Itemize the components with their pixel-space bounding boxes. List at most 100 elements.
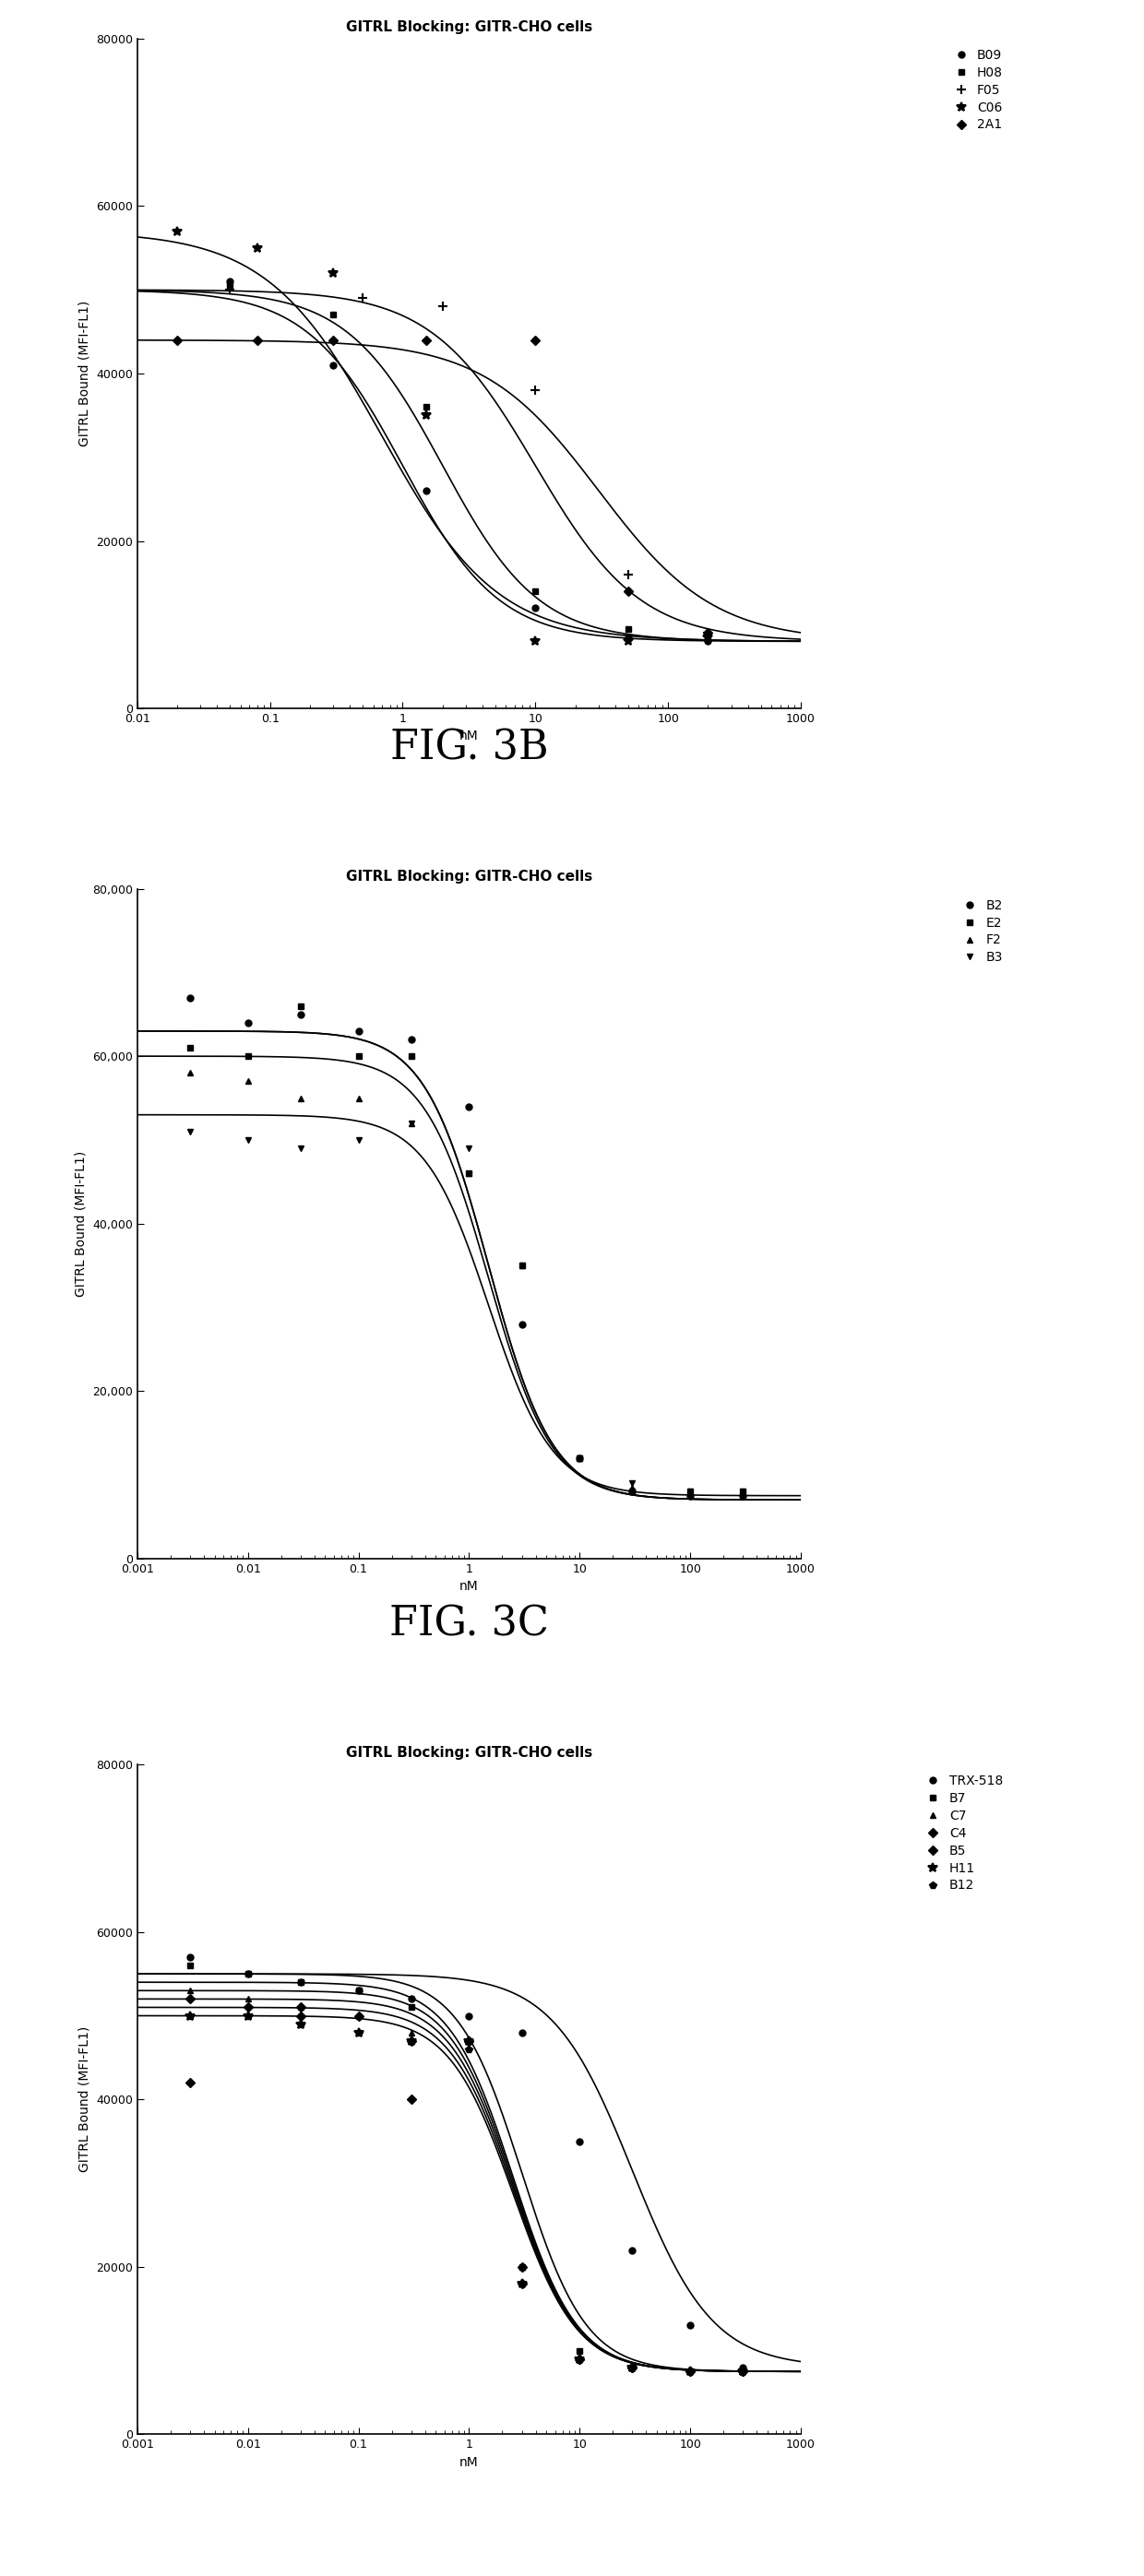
B7 (736, 2357, 749, 2388)
E2 (351, 1041, 365, 1072)
Line: C06: C06 (173, 227, 713, 647)
H11 (515, 2267, 529, 2298)
F2 (462, 1157, 476, 1188)
TRX-518 (626, 2233, 639, 2267)
B12 (462, 2035, 476, 2066)
Line: B5: B5 (186, 2004, 746, 2375)
B3 (241, 1123, 255, 1154)
F05 (223, 273, 237, 304)
B2 (462, 1092, 476, 1123)
C7 (462, 2025, 476, 2056)
Text: FIG. 3C: FIG. 3C (389, 1605, 549, 1643)
B12 (351, 2017, 365, 2048)
Legend: B2, E2, F2, B3: B2, E2, F2, B3 (956, 894, 1007, 969)
Line: F2: F2 (186, 1069, 746, 1494)
C4 (462, 2025, 476, 2056)
H08 (326, 299, 340, 330)
F2 (515, 1249, 529, 1280)
B12 (183, 1999, 197, 2030)
F2 (736, 1476, 749, 1507)
F2 (241, 1066, 255, 1097)
H11 (573, 2344, 587, 2375)
TRX-518 (573, 2125, 587, 2156)
F2 (351, 1082, 365, 1113)
B5 (683, 2357, 697, 2388)
E2 (573, 1443, 587, 1473)
Title: GITRL Blocking: GITR-CHO cells: GITRL Blocking: GITR-CHO cells (345, 871, 593, 884)
Line: H08: H08 (227, 283, 712, 641)
TRX-518 (241, 1958, 255, 1989)
Line: C7: C7 (186, 1989, 746, 2375)
B2 (404, 1023, 418, 1056)
Line: B7: B7 (186, 1963, 746, 2375)
C06 (529, 626, 542, 657)
Line: 2A1: 2A1 (174, 337, 712, 636)
B09 (419, 474, 432, 505)
C06 (251, 232, 264, 263)
Y-axis label: GITRL Bound (MFI-FL1): GITRL Bound (MFI-FL1) (78, 2027, 90, 2172)
C7 (573, 2344, 587, 2375)
B7 (626, 2352, 639, 2383)
C06 (326, 258, 340, 289)
B5 (404, 2084, 418, 2115)
F2 (183, 1056, 197, 1087)
E2 (515, 1249, 529, 1280)
B3 (183, 1115, 197, 1146)
B2 (183, 981, 197, 1012)
B09 (529, 592, 542, 623)
H08 (419, 392, 432, 422)
B3 (573, 1443, 587, 1473)
H11 (294, 2009, 308, 2040)
B5 (294, 1991, 308, 2022)
B7 (515, 2251, 529, 2282)
B3 (515, 1249, 529, 1280)
B5 (736, 2357, 749, 2388)
2A1 (170, 325, 184, 355)
Text: FIG. 3B: FIG. 3B (390, 729, 548, 768)
F05 (436, 291, 450, 322)
2A1 (621, 574, 635, 605)
H08 (621, 613, 635, 644)
2A1 (326, 325, 340, 355)
F05 (621, 559, 635, 590)
B5 (462, 2025, 476, 2056)
TRX-518 (683, 2311, 697, 2342)
F05 (529, 374, 542, 404)
2A1 (251, 325, 264, 355)
Line: E2: E2 (186, 1002, 746, 1494)
B2 (351, 1015, 365, 1046)
TRX-518 (462, 1999, 476, 2030)
C4 (351, 1999, 365, 2030)
C7 (351, 1999, 365, 2030)
C4 (683, 2357, 697, 2388)
B3 (351, 1123, 365, 1154)
B3 (294, 1133, 308, 1164)
C7 (626, 2352, 639, 2383)
B2 (241, 1007, 255, 1038)
B5 (515, 2267, 529, 2298)
E2 (462, 1157, 476, 1188)
Legend: TRX-518, B7, C7, C4, B5, H11, B12: TRX-518, B7, C7, C4, B5, H11, B12 (920, 1770, 1007, 1896)
F05 (701, 618, 715, 649)
E2 (736, 1476, 749, 1507)
B2 (626, 1476, 639, 1507)
B7 (462, 2025, 476, 2056)
Line: B12: B12 (186, 2012, 747, 2375)
B5 (626, 2352, 639, 2383)
F2 (294, 1082, 308, 1113)
H08 (223, 270, 237, 301)
E2 (404, 1041, 418, 1072)
B5 (573, 2344, 587, 2375)
B2 (736, 1481, 749, 1512)
C4 (626, 2352, 639, 2383)
2A1 (701, 618, 715, 649)
C06 (170, 216, 184, 247)
TRX-518 (351, 1976, 365, 2007)
C7 (736, 2357, 749, 2388)
B09 (223, 265, 237, 296)
F2 (626, 1471, 639, 1502)
2A1 (529, 325, 542, 355)
F05 (356, 283, 370, 314)
B2 (294, 999, 308, 1030)
B7 (183, 1950, 197, 1981)
